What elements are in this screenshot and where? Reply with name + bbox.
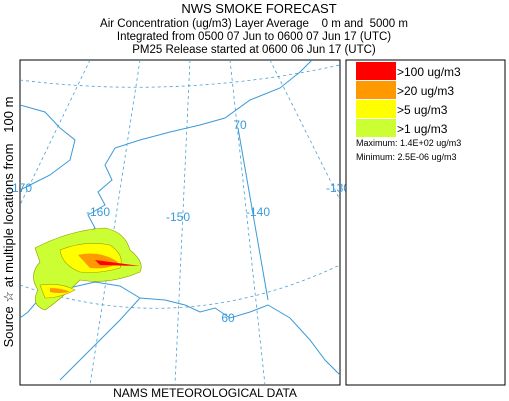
title: NWS SMOKE FORECAST xyxy=(181,1,336,16)
source-label: Source ☆ at multiple locations from 100 … xyxy=(1,97,16,348)
legend: Maximum: 1.4E+02 ug/m3 Minimum: 2.5E-06 … xyxy=(345,59,506,386)
legend-label: >100 ug/m3 xyxy=(397,65,461,79)
maximum: Maximum: 1.4E+02 ug/m3 xyxy=(356,138,461,148)
coastline xyxy=(20,104,76,191)
map-label: -130 xyxy=(326,181,350,195)
footer: NAMS METEOROLOGICAL DATA xyxy=(113,386,297,400)
legend-swatch xyxy=(356,62,396,80)
legend-label: >5 ug/m3 xyxy=(397,103,448,117)
smoke-plume xyxy=(33,227,142,311)
map-label: 60 xyxy=(221,311,235,325)
legend-swatch xyxy=(356,119,396,137)
legend-swatch xyxy=(356,100,396,118)
graticule xyxy=(20,60,91,206)
graticule xyxy=(174,60,191,385)
map-label: -150 xyxy=(166,210,190,224)
subtitle: PM25 Release started at 0600 06 Jun 17 (… xyxy=(132,44,376,56)
coastline xyxy=(114,60,313,149)
legend-label: >1 ug/m3 xyxy=(397,122,448,136)
map-label: -170 xyxy=(8,181,32,195)
map-frame xyxy=(19,59,341,386)
map-label: -160 xyxy=(86,205,110,219)
border xyxy=(237,127,269,301)
legend-label: >20 ug/m3 xyxy=(397,84,454,98)
subtitle: Integrated from 0500 07 Jun to 0600 07 J… xyxy=(117,31,391,43)
coastline xyxy=(59,297,141,381)
graticule xyxy=(269,60,340,201)
map: 70 -170 -160 -150 -140 -130 60 xyxy=(8,59,350,386)
minimum: Minimum: 2.5E-06 ug/m3 xyxy=(356,152,457,162)
graticule xyxy=(89,60,141,385)
subtitle: Air Concentration (ug/m3) Layer Average … xyxy=(100,18,408,30)
legend-swatch xyxy=(356,81,396,99)
map-label: -140 xyxy=(246,205,270,219)
graticule xyxy=(229,60,266,385)
map-label: 70 xyxy=(233,118,247,132)
coastline xyxy=(59,281,340,376)
